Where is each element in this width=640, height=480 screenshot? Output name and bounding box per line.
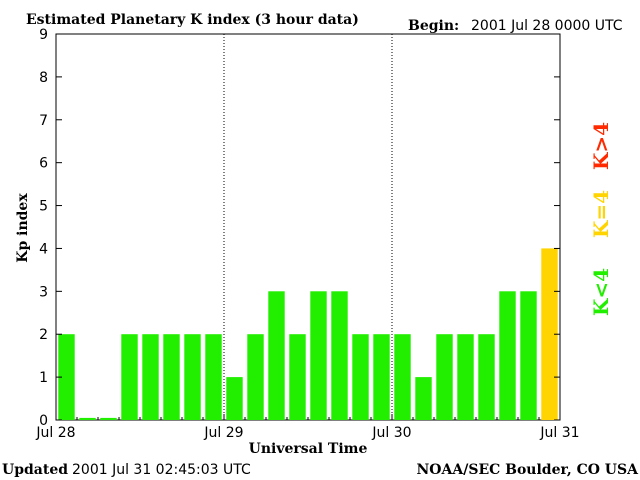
x-tick-label: Jul 31: [539, 425, 579, 441]
kp-bar-14: [331, 291, 348, 420]
y-axis-ticks: 0 1 2 3 4 5 6 7 8 9: [39, 27, 560, 429]
kp-bar-21: [478, 334, 495, 420]
kp-bar-2: [79, 417, 96, 420]
y-tick-label: 6: [39, 156, 48, 172]
kp-bar-24: [541, 248, 558, 420]
data-source: NOAA/SEC Boulder, CO USA: [417, 462, 640, 478]
updated-label: Updated: [2, 462, 68, 478]
day-separators: [223, 34, 393, 420]
x-axis-ticks: Jul 28 Jul 29 Jul 30 Jul 31: [35, 414, 580, 441]
x-tick-label: Jul 29: [203, 425, 243, 441]
y-tick-label: 9: [39, 27, 48, 43]
kp-bar-4: [121, 334, 138, 420]
kp-bar-20: [457, 334, 474, 420]
bars: [58, 248, 558, 420]
y-tick-label: 2: [39, 327, 48, 343]
y-tick-label: 8: [39, 70, 48, 86]
kp-bar-23: [520, 291, 537, 420]
chart-title: Estimated Planetary K index (3 hour data…: [26, 12, 359, 28]
kp-bar-5: [142, 334, 159, 420]
kp-bar-19: [436, 334, 453, 420]
kp-bar-7: [184, 334, 201, 420]
kp-bar-13: [310, 291, 327, 420]
kp-bar-6: [163, 334, 180, 420]
kp-bar-22: [499, 291, 516, 420]
y-tick-label: 7: [39, 113, 48, 129]
kp-bar-3: [100, 417, 117, 420]
begin-value: 2001 Jul 28 0000 UTC: [471, 18, 623, 34]
x-tick-label: Jul 28: [35, 425, 75, 441]
kp-bar-8: [205, 334, 222, 420]
kp-bar-1: [58, 334, 75, 420]
y-axis-label: Kp index: [15, 193, 31, 263]
updated-value: 2001 Jul 31 02:45:03 UTC: [72, 462, 251, 478]
legend-k-eq-4: K=4: [589, 190, 613, 238]
y-tick-label: 4: [39, 241, 48, 257]
begin-label: Begin:: [408, 18, 459, 34]
x-tick-label: Jul 30: [371, 425, 411, 441]
legend-k-lt-4: K<4: [589, 268, 613, 316]
kp-bar-17: [394, 334, 411, 420]
kp-bar-16: [373, 334, 390, 420]
kp-bar-9: [226, 377, 243, 420]
y-tick-label: 0: [39, 413, 48, 429]
kp-bar-15: [352, 334, 369, 420]
kp-bar-18: [415, 377, 432, 420]
kp-bar-12: [289, 334, 306, 420]
legend-k-gt-4: K>4: [589, 122, 613, 170]
kp-bar-10: [247, 334, 264, 420]
x-axis-label: Universal Time: [249, 441, 368, 457]
y-tick-label: 1: [39, 370, 48, 386]
y-tick-label: 3: [39, 284, 48, 300]
kp-bar-11: [268, 291, 285, 420]
y-tick-label: 5: [39, 199, 48, 215]
